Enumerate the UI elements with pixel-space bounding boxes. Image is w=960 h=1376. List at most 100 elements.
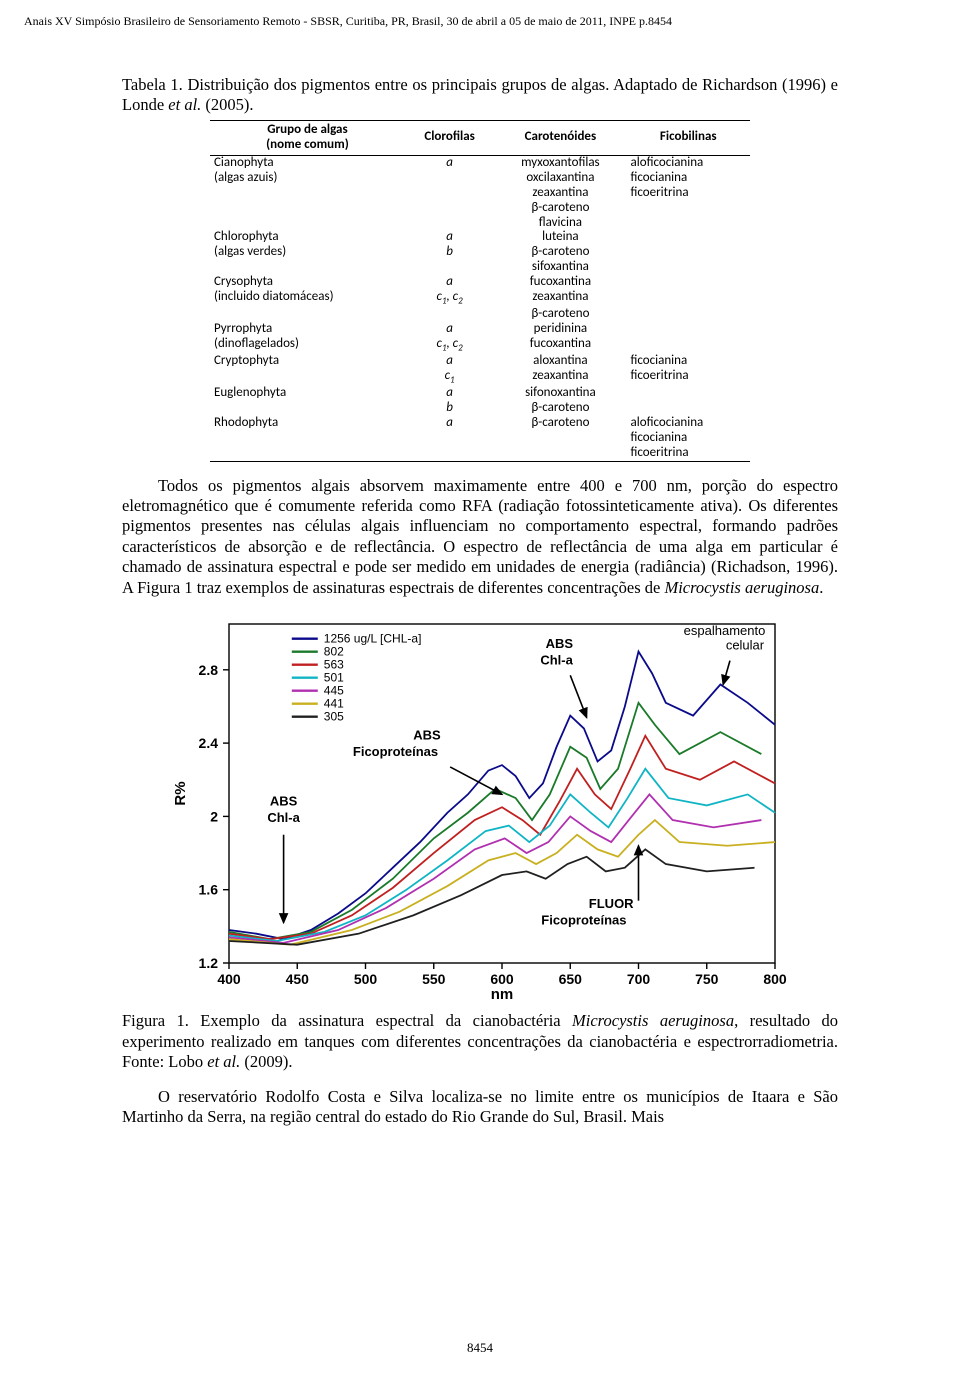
cell-chlorophyll: a xyxy=(405,230,494,245)
cell-group: Crysophyta xyxy=(210,275,405,290)
th-carotenoids: Carotenóides xyxy=(494,120,626,155)
figcap-italic: Microcystis aeruginosa xyxy=(572,1011,734,1030)
svg-text:500: 500 xyxy=(354,971,378,987)
table-row: Cryptophytaaaloxantinaficocianina xyxy=(210,354,750,369)
svg-text:2.4: 2.4 xyxy=(199,735,219,751)
svg-text:2: 2 xyxy=(210,809,218,825)
cell-chlorophyll: a xyxy=(405,416,494,431)
cell-chlorophyll: a xyxy=(405,275,494,290)
table-row: β-caroteno xyxy=(210,307,750,322)
svg-text:563: 563 xyxy=(324,658,344,672)
cell-carotenoid: aloxantina xyxy=(494,354,626,369)
cell-phycobilin xyxy=(627,216,750,231)
cell-group: Rhodophyta xyxy=(210,416,405,431)
cell-carotenoid: oxcilaxantina xyxy=(494,171,626,186)
cell-chlorophyll xyxy=(405,186,494,201)
svg-text:400: 400 xyxy=(217,971,241,987)
cell-group xyxy=(210,216,405,231)
cell-chlorophyll: b xyxy=(405,401,494,416)
cell-group xyxy=(210,307,405,322)
cell-group: Cryptophyta xyxy=(210,354,405,369)
cell-chlorophyll: a xyxy=(405,354,494,369)
cell-carotenoid: β-caroteno xyxy=(494,201,626,216)
cell-phycobilin xyxy=(627,230,750,245)
pigments-table: Grupo de algas(nome comum) Clorofilas Ca… xyxy=(210,120,750,462)
cell-chlorophyll: c1, c2 xyxy=(405,337,494,354)
svg-text:celular: celular xyxy=(726,638,765,653)
cell-phycobilin xyxy=(627,290,750,307)
cell-phycobilin: ficocianina xyxy=(627,354,750,369)
cell-group xyxy=(210,186,405,201)
cell-chlorophyll xyxy=(405,171,494,186)
cell-phycobilin xyxy=(627,322,750,337)
figcap-italic2: et al. xyxy=(207,1052,240,1071)
svg-text:2.8: 2.8 xyxy=(199,662,219,678)
cell-carotenoid: luteina xyxy=(494,230,626,245)
cell-chlorophyll xyxy=(405,201,494,216)
cell-carotenoid xyxy=(494,446,626,461)
cell-group xyxy=(210,401,405,416)
paragraph-1: Todos os pigmentos algais absorvem maxim… xyxy=(122,476,838,599)
cell-phycobilin xyxy=(627,307,750,322)
spectral-chart: 4004505005506006507007508001.21.622.42.8… xyxy=(169,612,791,1007)
svg-text:FLUOR: FLUOR xyxy=(589,896,634,911)
cell-carotenoid: myxoxantofilas xyxy=(494,155,626,170)
cell-group xyxy=(210,446,405,461)
svg-text:nm: nm xyxy=(491,986,514,1003)
table-row: Euglenophytaasifonoxantina xyxy=(210,386,750,401)
svg-text:Ficoproteínas: Ficoproteínas xyxy=(541,913,626,928)
table-row: Pyrrophytaaperidinina xyxy=(210,322,750,337)
caption-text-italic: et al. xyxy=(168,95,201,114)
table-row: ficoeritrina xyxy=(210,446,750,461)
table-row: ficocianina xyxy=(210,431,750,446)
svg-text:1256 ug/L [CHL-a]: 1256 ug/L [CHL-a] xyxy=(324,632,422,646)
cell-carotenoid: sifonoxantina xyxy=(494,386,626,401)
table-row: (dinoflagelados)c1, c2fucoxantina xyxy=(210,337,750,354)
cell-phycobilin: aloficocianina xyxy=(627,155,750,170)
cell-group: Cianophyta xyxy=(210,155,405,170)
cell-carotenoid: fucoxantina xyxy=(494,275,626,290)
svg-text:espalhamento: espalhamento xyxy=(684,623,766,638)
cell-phycobilin xyxy=(627,260,750,275)
table-row: bβ-caroteno xyxy=(210,401,750,416)
svg-text:550: 550 xyxy=(422,971,446,987)
cell-group xyxy=(210,260,405,275)
th-chlorophylls: Clorofilas xyxy=(405,120,494,155)
svg-text:1.2: 1.2 xyxy=(199,955,219,971)
cell-group: (dinoflagelados) xyxy=(210,337,405,354)
cell-chlorophyll: b xyxy=(405,245,494,260)
table-row: flavicina xyxy=(210,216,750,231)
cell-carotenoid: sifoxantina xyxy=(494,260,626,275)
cell-phycobilin: aloficocianina xyxy=(627,416,750,431)
table-header-row: Grupo de algas(nome comum) Clorofilas Ca… xyxy=(210,120,750,155)
figure-caption: Figura 1. Exemplo da assinatura espectra… xyxy=(122,1011,838,1072)
svg-text:441: 441 xyxy=(324,697,344,711)
svg-text:600: 600 xyxy=(490,971,514,987)
svg-text:Chl-a: Chl-a xyxy=(540,653,573,668)
cell-phycobilin: ficoeritrina xyxy=(627,369,750,386)
table-row: sifoxantina xyxy=(210,260,750,275)
para1-italic: Microcystis aeruginosa xyxy=(664,578,819,597)
cell-phycobilin xyxy=(627,275,750,290)
cell-carotenoid: β-caroteno xyxy=(494,401,626,416)
para1-end: . xyxy=(819,578,823,597)
paragraph-2: O reservatório Rodolfo Costa e Silva loc… xyxy=(122,1087,838,1128)
cell-phycobilin xyxy=(627,337,750,354)
table-row: Crysophytaafucoxantina xyxy=(210,275,750,290)
cell-carotenoid: β-caroteno xyxy=(494,416,626,431)
cell-phycobilin: ficoeritrina xyxy=(627,186,750,201)
cell-group: (algas verdes) xyxy=(210,245,405,260)
svg-text:750: 750 xyxy=(695,971,719,987)
svg-text:Ficoproteínas: Ficoproteínas xyxy=(353,744,438,759)
cell-chlorophyll xyxy=(405,260,494,275)
table-row: (algas verdes)bβ-caroteno xyxy=(210,245,750,260)
cell-group: Pyrrophyta xyxy=(210,322,405,337)
svg-text:R%: R% xyxy=(172,782,189,806)
cell-carotenoid: zeaxantina xyxy=(494,369,626,386)
table-row: (incluido diatomáceas)c1, c2zeaxantina xyxy=(210,290,750,307)
page-number: 8454 xyxy=(0,1340,960,1356)
th-group: Grupo de algas(nome comum) xyxy=(210,120,405,155)
cell-group xyxy=(210,201,405,216)
cell-carotenoid xyxy=(494,431,626,446)
figcap-a: Figura 1. Exemplo da assinatura espectra… xyxy=(122,1011,572,1030)
